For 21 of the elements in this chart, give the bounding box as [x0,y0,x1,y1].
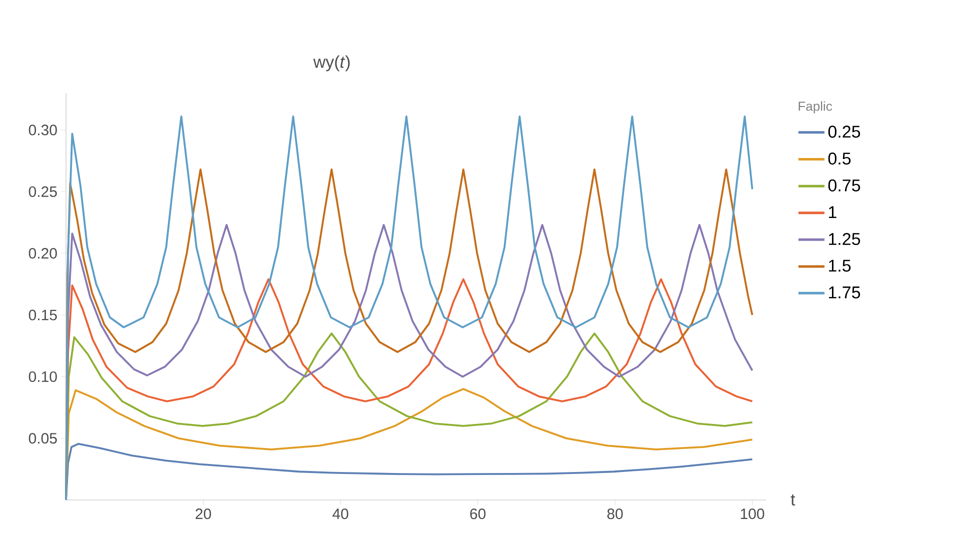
y-tick-label: 0.15 [28,310,57,320]
y-tick-label: 0.10 [28,371,57,382]
chart-title: wy(t) [313,55,350,72]
legend-label: 0.5 [828,152,851,165]
y-tick-label: 0.30 [28,124,57,136]
x-tick-label: 100 [740,508,764,520]
legend-label: 1 [828,206,836,218]
y-tick-label: 0.20 [28,248,57,259]
x-tick-label: 80 [607,508,623,520]
x-tick-label: 60 [470,508,486,520]
y-tick-label: 0.05 [28,433,57,444]
legend-label: 0.25 [828,126,860,138]
x-tick-label: 20 [196,508,212,520]
legend-title: Faplic [798,101,832,114]
x-axis-title: t [790,494,796,506]
legend-label: 0.75 [828,179,860,192]
legend-label: 1.75 [828,286,860,298]
legend-label: 1.5 [828,260,851,272]
legend-label: 1.25 [828,232,860,246]
y-tick-label: 0.25 [28,186,57,197]
x-tick-label: 40 [332,508,348,520]
